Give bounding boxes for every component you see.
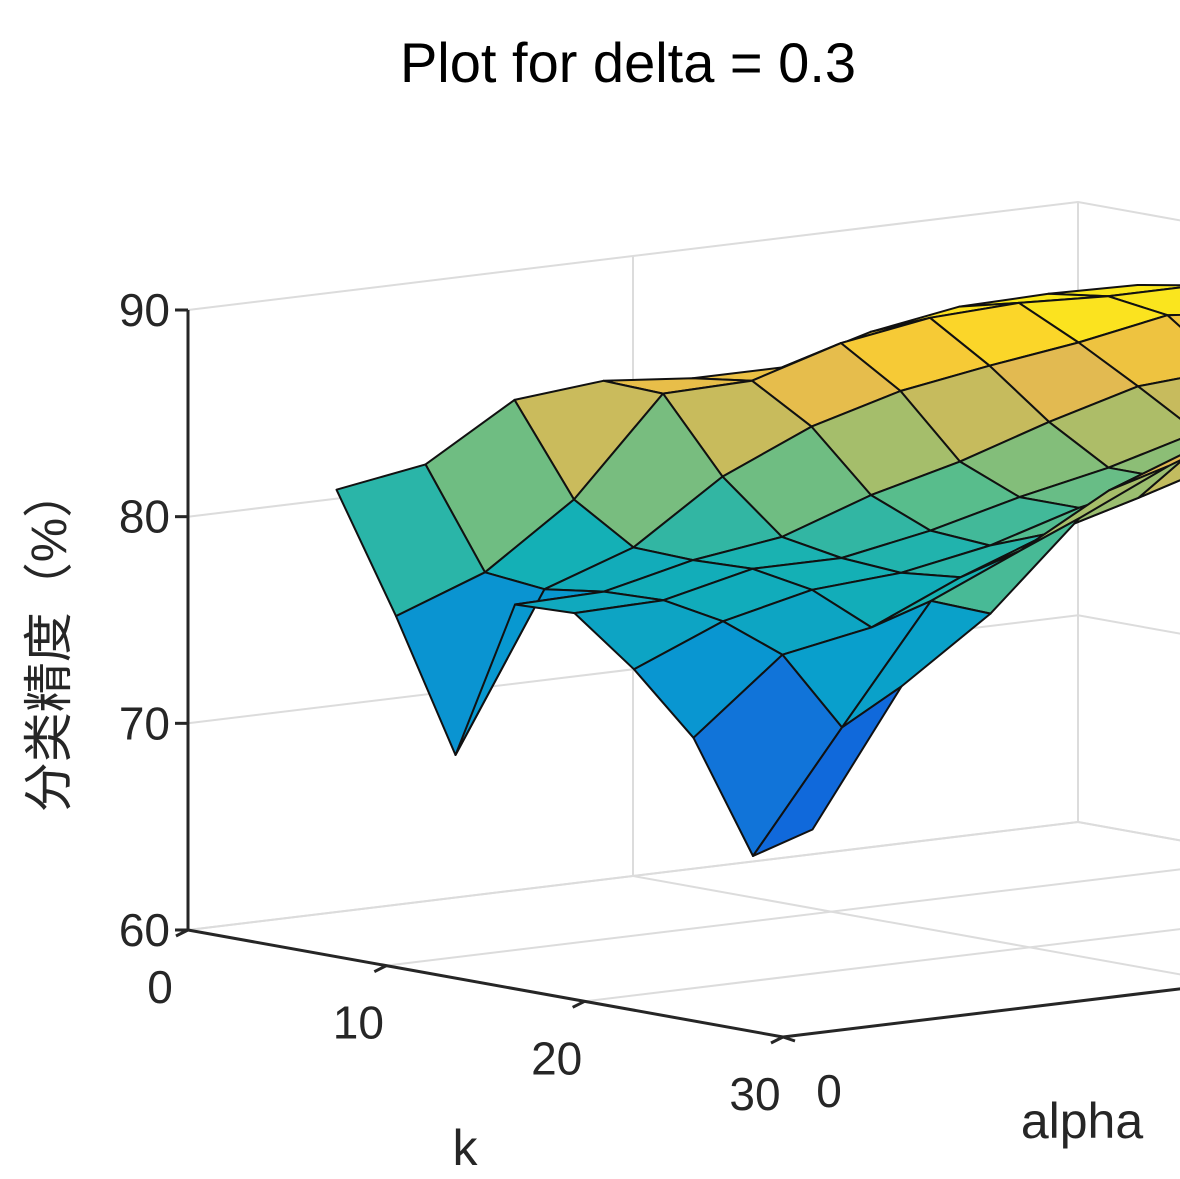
- z-tick-label: 60: [119, 904, 170, 956]
- x-axis-line: [187, 928, 784, 1039]
- grid-line-z: [187, 820, 1180, 931]
- surface-patch: [752, 685, 903, 857]
- y-axis-label: alpha: [1021, 1093, 1144, 1149]
- z-axis-label: 分类精度（%）: [21, 468, 77, 812]
- grid-line-floor-x: [584, 928, 1180, 1003]
- grid-line-z: [187, 200, 1180, 311]
- axes-layer: 60708090010203001020: [119, 284, 1180, 1120]
- x-axis-label: k: [453, 1120, 479, 1176]
- y-tick: [782, 1035, 796, 1043]
- surface-layer: [335, 284, 1180, 857]
- x-tick: [175, 928, 189, 938]
- x-tick-label: 20: [531, 1032, 582, 1084]
- x-tick-label: 10: [333, 997, 384, 1049]
- x-tick-label: 0: [147, 961, 173, 1013]
- grid-line-floor-y: [632, 875, 1180, 976]
- z-tick-label: 70: [119, 697, 170, 749]
- y-axis-line: [782, 987, 1180, 1039]
- grid-line-floor-x: [386, 868, 1180, 967]
- z-tick-label: 90: [119, 284, 170, 336]
- x-tick: [571, 999, 586, 1009]
- x-tick-label: 30: [729, 1068, 780, 1120]
- y-tick-label: 0: [816, 1065, 842, 1117]
- grid-line-floor-x: [782, 987, 1180, 1038]
- x-tick: [770, 1035, 784, 1045]
- z-tick-label: 80: [119, 491, 170, 543]
- x-tick: [373, 964, 388, 974]
- chart-title: Plot for delta = 0.3: [400, 31, 856, 94]
